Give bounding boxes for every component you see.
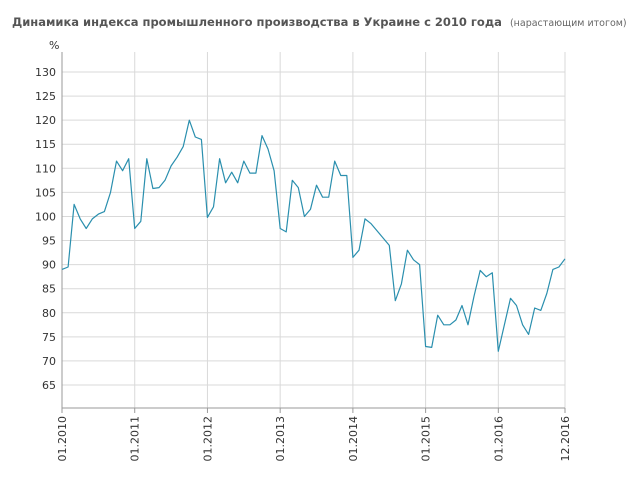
y-tick-label: 100 xyxy=(35,210,56,223)
y-tick-label: 125 xyxy=(35,90,56,103)
y-tick-label: 85 xyxy=(42,283,56,296)
y-tick-label: 110 xyxy=(35,162,56,175)
y-tick-label: 120 xyxy=(35,114,56,127)
y-tick-label: 65 xyxy=(42,379,56,392)
chart-title-block: Динамика индекса промышленного производс… xyxy=(12,11,627,30)
y-tick-label: 95 xyxy=(42,235,56,248)
x-tick-label: 01.2013 xyxy=(274,416,287,462)
x-tick-label: 01.2010 xyxy=(56,416,69,462)
x-tick-label: 01.2014 xyxy=(347,416,360,462)
x-tick-label: 01.2011 xyxy=(129,416,142,462)
y-tick-label: 90 xyxy=(42,259,56,272)
x-tick-label: 12.2016 xyxy=(559,416,572,462)
y-tick-label: 80 xyxy=(42,307,56,320)
chart-title: Динамика индекса промышленного производс… xyxy=(12,15,502,29)
y-tick-label: 105 xyxy=(35,186,56,199)
series-line xyxy=(61,119,566,352)
y-tick-label: 130 xyxy=(35,66,56,79)
x-tick-label: 01.2015 xyxy=(420,416,433,462)
chart-subtitle: (нарастающим итогом) xyxy=(509,18,627,29)
x-tick-label: 01.2012 xyxy=(201,416,214,462)
y-tick-label: 115 xyxy=(35,138,56,151)
y-axis-label: % xyxy=(49,39,59,52)
x-tick-label: 01.2016 xyxy=(492,416,505,462)
y-tick-label: 75 xyxy=(42,331,56,344)
y-tick-label: 70 xyxy=(42,355,56,368)
